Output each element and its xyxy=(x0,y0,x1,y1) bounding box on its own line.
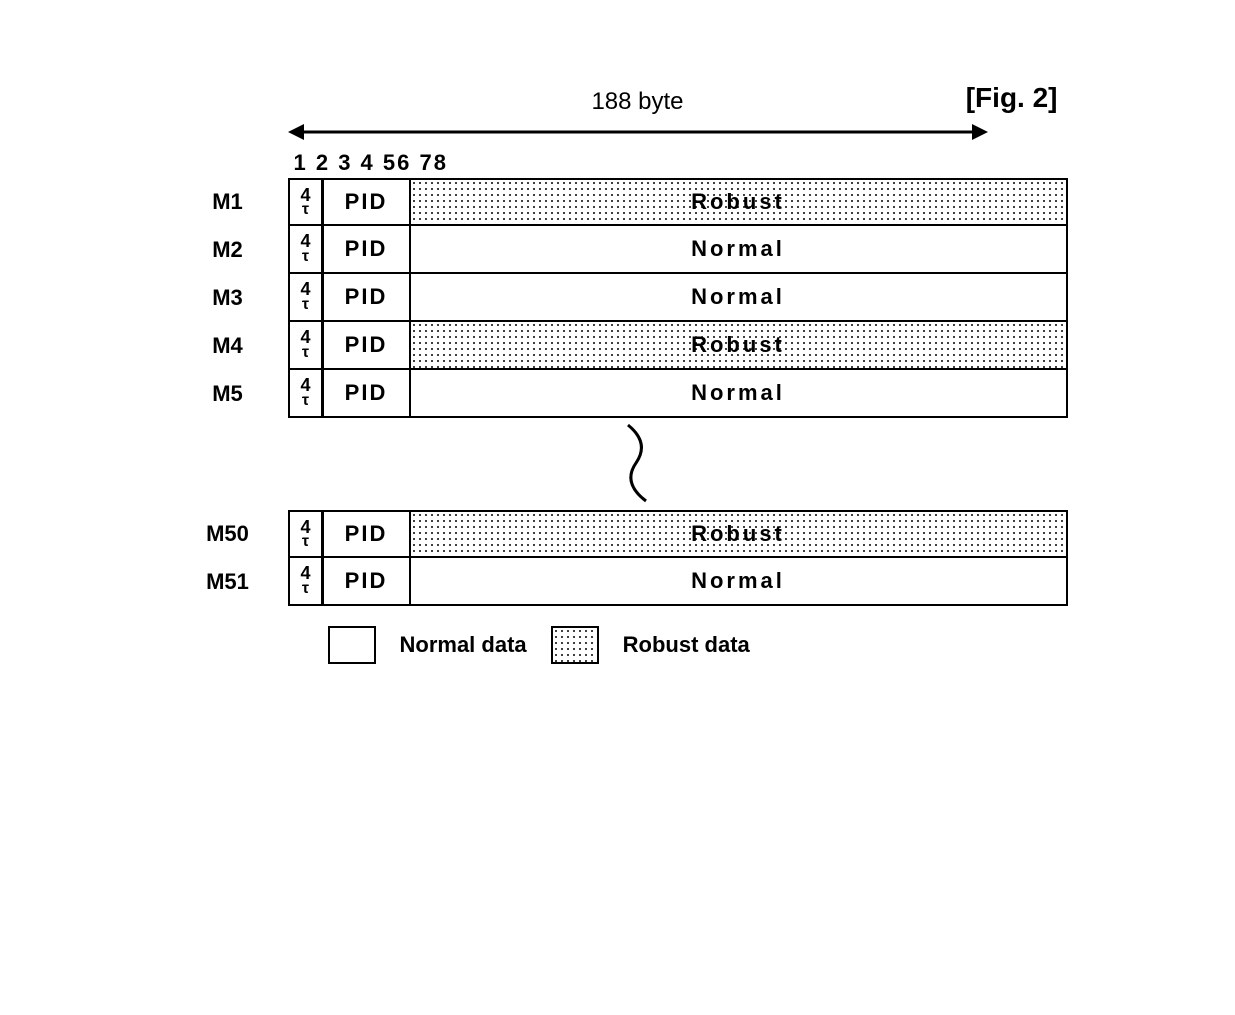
legend-label-normal: Normal data xyxy=(400,632,527,658)
row-label: M3 xyxy=(168,274,288,322)
dimension-arrow xyxy=(288,120,988,144)
sync-cell: 4τ xyxy=(288,510,324,558)
row-label: M51 xyxy=(168,558,288,606)
payload-cell-normal: Normal xyxy=(409,224,1068,275)
payload-cell-normal: Normal xyxy=(409,556,1068,607)
sync-cell: 4τ xyxy=(288,368,324,419)
legend-swatch-robust xyxy=(551,626,599,664)
pid-cell: PID xyxy=(321,510,411,558)
packet-block: M14τPIDRobustM24τPIDNormalM34τPIDNormalM… xyxy=(168,178,1068,418)
row-label: M5 xyxy=(168,370,288,418)
packet-block: M504τPIDRobustM514τPIDNormal xyxy=(168,510,1068,606)
packet-row: M24τPIDNormal xyxy=(168,226,1068,274)
figure-container: [Fig. 2] 188 byte 1 2 3 4 56 78 M14τPIDR… xyxy=(168,88,1068,664)
legend-swatch-normal xyxy=(328,626,376,664)
sync-cell: 4τ xyxy=(288,272,324,323)
row-label: M50 xyxy=(168,510,288,558)
byte-dimension-label: 188 byte xyxy=(288,88,988,116)
pid-cell: PID xyxy=(321,272,411,323)
packet-table: M14τPIDRobustM24τPIDNormalM34τPIDNormalM… xyxy=(168,178,1068,606)
packet-row: M34τPIDNormal xyxy=(168,274,1068,322)
sync-cell: 4τ xyxy=(288,320,324,371)
column-numbers: 1 2 3 4 56 78 xyxy=(288,150,1068,176)
packet-row: M54τPIDNormal xyxy=(168,370,1068,418)
payload-cell-normal: Normal xyxy=(409,368,1068,419)
pid-cell: PID xyxy=(321,368,411,419)
packet-row: M514τPIDNormal xyxy=(168,558,1068,606)
pid-cell: PID xyxy=(321,224,411,275)
legend-label-robust: Robust data xyxy=(623,632,750,658)
packet-row: M44τPIDRobust xyxy=(168,322,1068,370)
pid-cell: PID xyxy=(321,556,411,607)
continuation-gap xyxy=(288,418,988,508)
sync-cell: 4τ xyxy=(288,178,324,226)
payload-cell-robust: Robust xyxy=(409,178,1068,226)
payload-cell-normal: Normal xyxy=(409,272,1068,323)
sync-cell: 4τ xyxy=(288,224,324,275)
packet-row: M14τPIDRobust xyxy=(168,178,1068,226)
pid-cell: PID xyxy=(321,320,411,371)
figure-label: [Fig. 2] xyxy=(966,82,1058,114)
row-label: M2 xyxy=(168,226,288,274)
row-label: M1 xyxy=(168,178,288,226)
pid-cell: PID xyxy=(321,178,411,226)
packet-row: M504τPIDRobust xyxy=(168,510,1068,558)
legend: Normal data Robust data xyxy=(328,626,1068,664)
sync-cell: 4τ xyxy=(288,556,324,607)
payload-cell-robust: Robust xyxy=(409,320,1068,371)
payload-cell-robust: Robust xyxy=(409,510,1068,558)
row-label: M4 xyxy=(168,322,288,370)
